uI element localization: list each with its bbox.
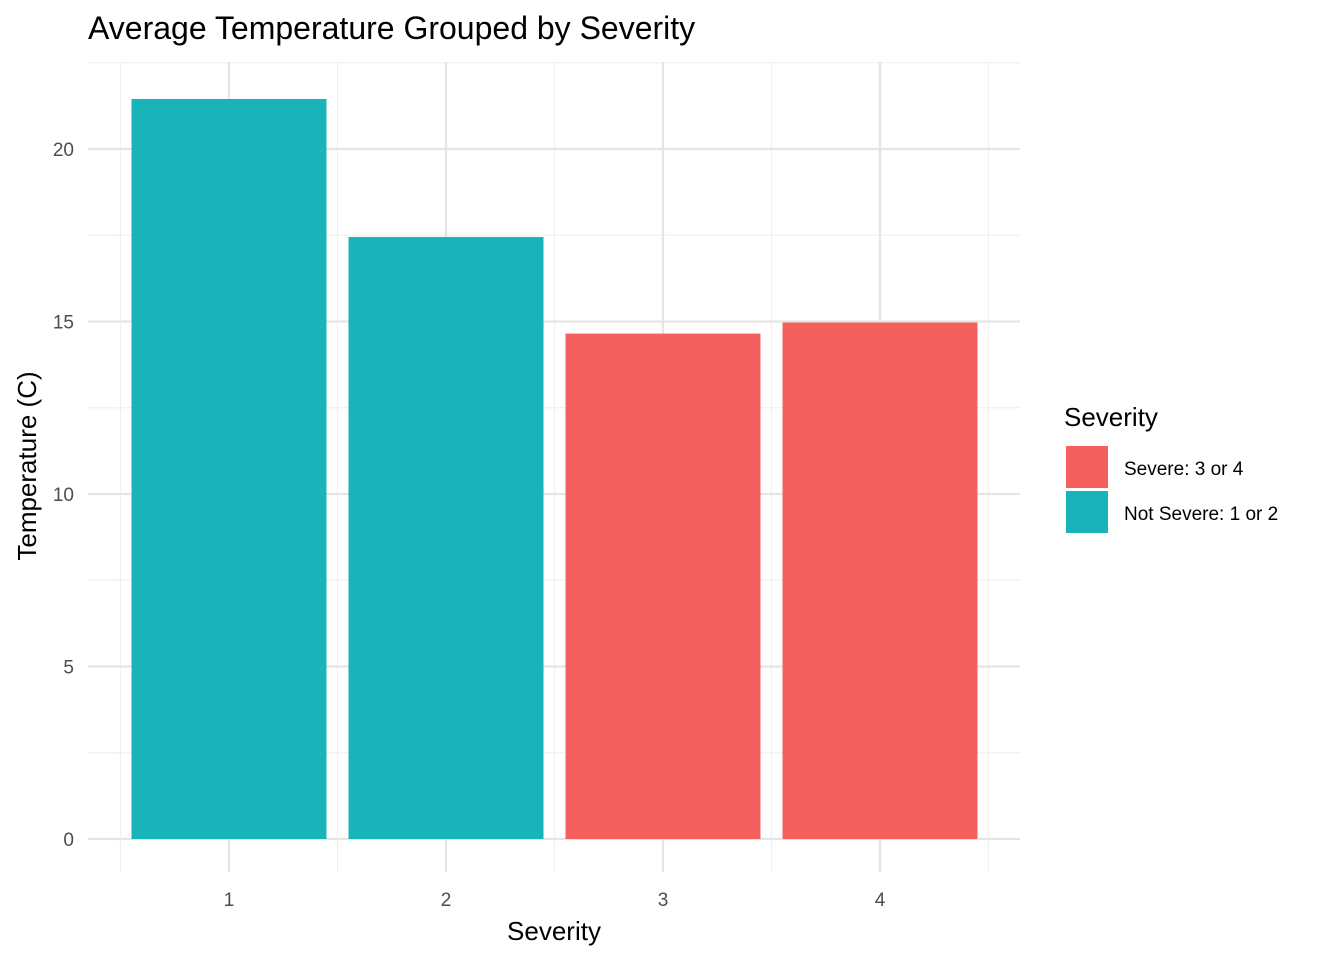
x-axis-title: Severity	[507, 916, 601, 946]
legend-label-severe: Severe: 3 or 4	[1124, 459, 1244, 480]
legend-label-not-severe: Not Severe: 1 or 2	[1124, 504, 1278, 525]
x-tick-label: 4	[875, 890, 886, 911]
chart-title: Average Temperature Grouped by Severity	[88, 10, 695, 46]
legend-swatch-not-severe	[1066, 491, 1108, 533]
y-tick-label: 15	[53, 313, 74, 334]
y-tick-label: 5	[63, 658, 74, 679]
x-axis-ticks: 1 2 3 4	[224, 890, 886, 911]
y-tick-label: 10	[53, 485, 74, 506]
x-tick-label: 3	[658, 890, 669, 911]
x-tick-label: 2	[441, 890, 452, 911]
bar-severity-3	[565, 333, 761, 839]
y-axis-ticks: 0 5 10 15 20	[53, 140, 74, 851]
y-tick-label: 20	[53, 140, 74, 161]
legend: Severity Severe: 3 or 4 Not Severe: 1 or…	[1064, 402, 1278, 533]
bar-severity-2	[348, 236, 544, 840]
y-tick-label: 0	[63, 830, 74, 851]
legend-title: Severity	[1064, 402, 1158, 432]
bar-severity-4	[782, 322, 978, 839]
x-tick-label: 1	[224, 890, 235, 911]
y-axis-title: Temperature (C)	[12, 371, 42, 560]
bar-severity-1	[131, 98, 327, 840]
bars	[131, 98, 978, 840]
legend-swatch-severe	[1066, 446, 1108, 488]
